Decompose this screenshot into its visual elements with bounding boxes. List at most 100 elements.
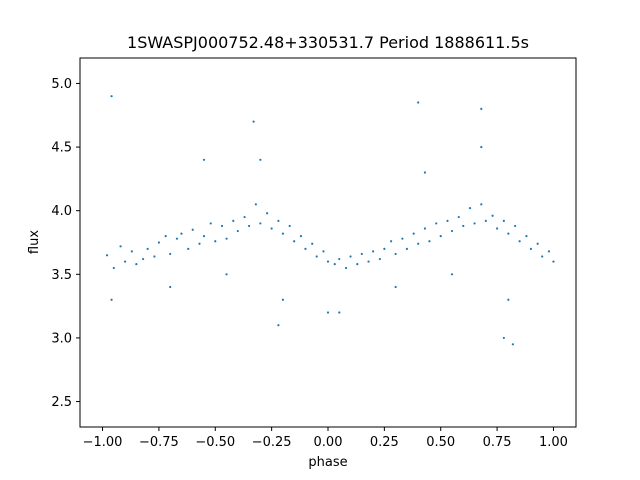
data-point — [383, 247, 386, 250]
data-point — [311, 242, 314, 245]
x-ticks: −1.00 −0.75 −0.50 −0.25 0.00 0.25 0.50 0.75 1.00 — [83, 427, 568, 450]
data-point — [135, 263, 138, 266]
data-point — [514, 224, 517, 228]
y-axis-label: flux — [27, 230, 42, 254]
data-point — [462, 224, 465, 228]
data-point — [450, 229, 454, 233]
data-point — [169, 285, 172, 289]
data-point — [119, 245, 122, 248]
data-point — [502, 219, 505, 222]
data-point — [457, 215, 460, 219]
data-point — [202, 158, 206, 161]
y-tick-label: 4.5 — [51, 141, 72, 156]
data-point — [277, 219, 280, 222]
data-point — [164, 235, 167, 238]
data-points — [105, 95, 555, 346]
data-point — [394, 285, 397, 289]
x-tick-label: 0.00 — [314, 435, 343, 450]
data-point — [175, 237, 179, 240]
data-point — [405, 247, 409, 250]
x-tick-label: 0.25 — [370, 435, 399, 450]
data-point — [326, 311, 330, 314]
data-point — [220, 224, 224, 228]
y-ticks: 2.5 3.0 3.5 4.0 4.5 5.0 — [51, 77, 80, 410]
data-point — [367, 260, 370, 263]
data-point — [349, 255, 352, 258]
data-point — [169, 252, 172, 256]
data-point — [105, 254, 109, 257]
data-point — [417, 101, 420, 104]
x-tick-label: 0.75 — [483, 435, 512, 450]
data-point — [439, 235, 442, 238]
data-point — [281, 298, 285, 301]
data-point — [191, 228, 194, 231]
data-point — [446, 219, 449, 222]
data-point — [412, 232, 415, 235]
data-point — [293, 240, 296, 243]
data-point — [187, 247, 190, 250]
y-tick-label: 5.0 — [51, 77, 72, 92]
data-point — [491, 214, 494, 217]
data-point — [417, 242, 420, 245]
data-point — [142, 257, 145, 261]
data-point — [277, 324, 280, 327]
data-point — [338, 311, 341, 314]
data-point — [153, 255, 156, 258]
data-point — [288, 224, 291, 228]
data-point — [378, 257, 381, 261]
data-point — [326, 260, 330, 263]
data-point — [110, 95, 113, 98]
data-point — [356, 263, 359, 266]
data-point — [480, 145, 483, 149]
y-tick-label: 3.0 — [51, 331, 72, 346]
data-point — [254, 203, 257, 206]
x-tick-label: 1.00 — [539, 435, 568, 450]
data-point — [236, 229, 239, 233]
data-point — [304, 247, 307, 250]
data-point — [401, 237, 404, 240]
data-point — [529, 247, 533, 250]
data-point — [507, 298, 510, 301]
data-point — [110, 298, 113, 301]
data-point — [232, 219, 235, 222]
data-point — [468, 207, 472, 210]
data-point — [495, 227, 499, 230]
data-point — [536, 242, 539, 245]
data-point — [423, 227, 427, 230]
data-point — [435, 222, 438, 225]
y-tick-label: 2.5 — [51, 395, 72, 410]
data-point — [480, 107, 483, 110]
data-point — [198, 242, 201, 245]
data-point — [428, 240, 431, 243]
data-point — [157, 241, 161, 244]
data-point — [112, 266, 115, 270]
data-point — [225, 237, 228, 240]
data-point — [338, 257, 341, 261]
data-point — [371, 250, 375, 253]
data-point — [259, 222, 262, 225]
data-point — [552, 260, 555, 263]
x-tick-label: −0.25 — [252, 435, 292, 450]
data-point — [247, 224, 251, 228]
data-point — [130, 250, 133, 253]
data-point — [252, 120, 255, 123]
data-point — [344, 266, 348, 270]
data-point — [259, 158, 262, 161]
data-point — [270, 227, 273, 230]
data-point — [315, 255, 318, 258]
data-point — [202, 235, 206, 238]
data-point — [507, 232, 510, 235]
data-point — [394, 252, 397, 256]
plot-area: −1.00 −0.75 −0.50 −0.25 0.00 0.25 0.50 0.75 1.00… — [51, 57, 577, 450]
data-point — [146, 247, 149, 250]
x-tick-label: −0.75 — [139, 435, 179, 450]
data-point — [484, 219, 487, 222]
data-point — [322, 250, 325, 253]
x-tick-label: −1.00 — [83, 435, 123, 450]
data-point — [511, 343, 514, 346]
data-point — [214, 240, 217, 243]
data-point — [541, 255, 544, 258]
chart-title: 1SWASPJ000752.48+330531.7 Period 1888611… — [127, 33, 529, 52]
data-point — [518, 240, 521, 243]
